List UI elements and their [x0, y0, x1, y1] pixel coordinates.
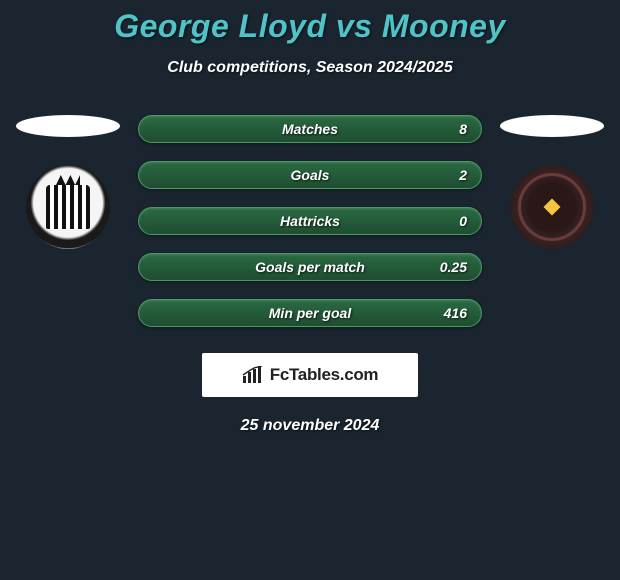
stat-value-right: 0.25	[440, 259, 467, 275]
stat-label: Goals per match	[255, 259, 365, 275]
club-badge-left-stripes	[46, 185, 90, 229]
stat-label: Goals	[291, 167, 330, 183]
stat-row-goals-per-match: Goals per match 0.25	[138, 253, 482, 281]
stat-row-matches: Matches 8	[138, 115, 482, 143]
stat-label: Min per goal	[269, 305, 351, 321]
page-title: George Lloyd vs Mooney	[0, 0, 620, 45]
stat-value-right: 416	[444, 305, 467, 321]
stat-label: Matches	[282, 121, 338, 137]
stats-column: Matches 8 Goals 2 Hattricks 0 Goals per …	[138, 115, 482, 327]
club-badge-right	[510, 165, 594, 249]
stat-value-right: 8	[459, 121, 467, 137]
subtitle: Club competitions, Season 2024/2025	[0, 59, 620, 77]
bar-chart-icon	[242, 366, 264, 384]
player-left-silhouette	[16, 115, 120, 137]
player-left-column	[16, 115, 120, 249]
stat-value-right: 0	[459, 213, 467, 229]
footer-date: 25 november 2024	[0, 417, 620, 435]
player-right-silhouette	[500, 115, 604, 137]
club-badge-left	[26, 165, 110, 249]
brand-badge: FcTables.com	[202, 353, 418, 397]
player-right-column	[500, 115, 604, 249]
brand-text: FcTables.com	[270, 365, 379, 385]
stat-row-min-per-goal: Min per goal 416	[138, 299, 482, 327]
stat-row-goals: Goals 2	[138, 161, 482, 189]
stat-label: Hattricks	[280, 213, 340, 229]
stat-value-right: 2	[459, 167, 467, 183]
content-row: Matches 8 Goals 2 Hattricks 0 Goals per …	[0, 115, 620, 327]
stat-row-hattricks: Hattricks 0	[138, 207, 482, 235]
